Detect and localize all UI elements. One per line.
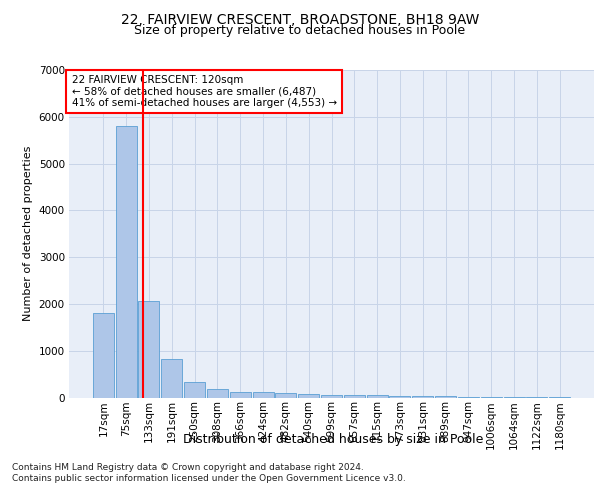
Bar: [412, 396, 433, 398]
Y-axis label: Number of detached properties: Number of detached properties: [23, 146, 33, 322]
Bar: [116, 126, 137, 398]
Bar: [344, 395, 365, 398]
Text: 22 FAIRVIEW CRESCENT: 120sqm
← 58% of detached houses are smaller (6,487)
41% of: 22 FAIRVIEW CRESCENT: 120sqm ← 58% of de…: [71, 75, 337, 108]
Bar: [161, 359, 182, 398]
Bar: [298, 394, 319, 398]
Bar: [435, 396, 456, 398]
Text: Size of property relative to detached houses in Poole: Size of property relative to detached ho…: [134, 24, 466, 37]
Bar: [230, 392, 251, 398]
Bar: [481, 397, 502, 398]
Bar: [458, 396, 479, 398]
Bar: [253, 392, 274, 398]
Text: Contains HM Land Registry data © Crown copyright and database right 2024.: Contains HM Land Registry data © Crown c…: [12, 462, 364, 471]
Bar: [207, 388, 228, 398]
Bar: [139, 301, 160, 398]
Bar: [184, 382, 205, 398]
Text: Contains public sector information licensed under the Open Government Licence v3: Contains public sector information licen…: [12, 474, 406, 483]
Text: 22, FAIRVIEW CRESCENT, BROADSTONE, BH18 9AW: 22, FAIRVIEW CRESCENT, BROADSTONE, BH18 …: [121, 12, 479, 26]
Bar: [93, 314, 114, 398]
Text: Distribution of detached houses by size in Poole: Distribution of detached houses by size …: [183, 432, 483, 446]
Bar: [389, 396, 410, 398]
Bar: [275, 393, 296, 398]
Bar: [367, 395, 388, 398]
Bar: [321, 394, 342, 398]
